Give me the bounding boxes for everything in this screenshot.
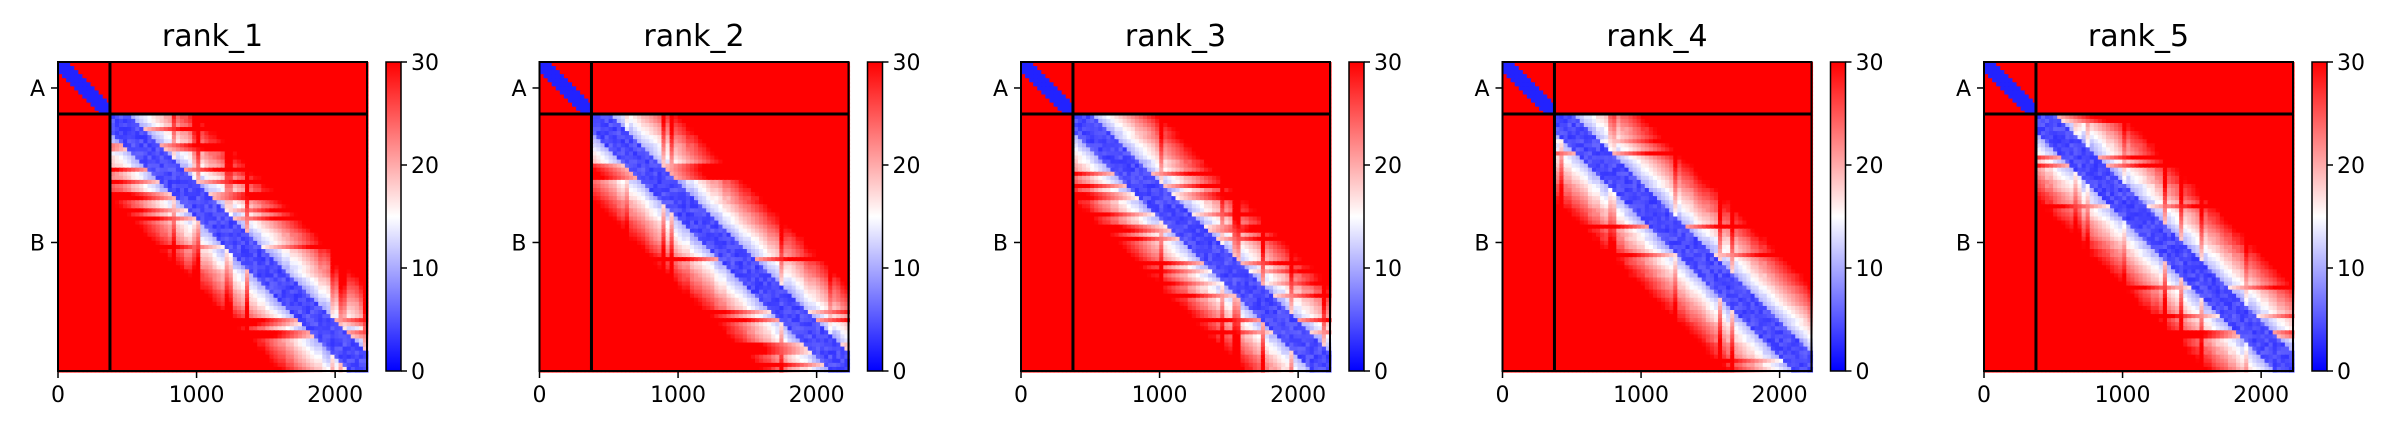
chart-panel-1: rank_10 1000 2000AB0102030 (30, 19, 439, 408)
